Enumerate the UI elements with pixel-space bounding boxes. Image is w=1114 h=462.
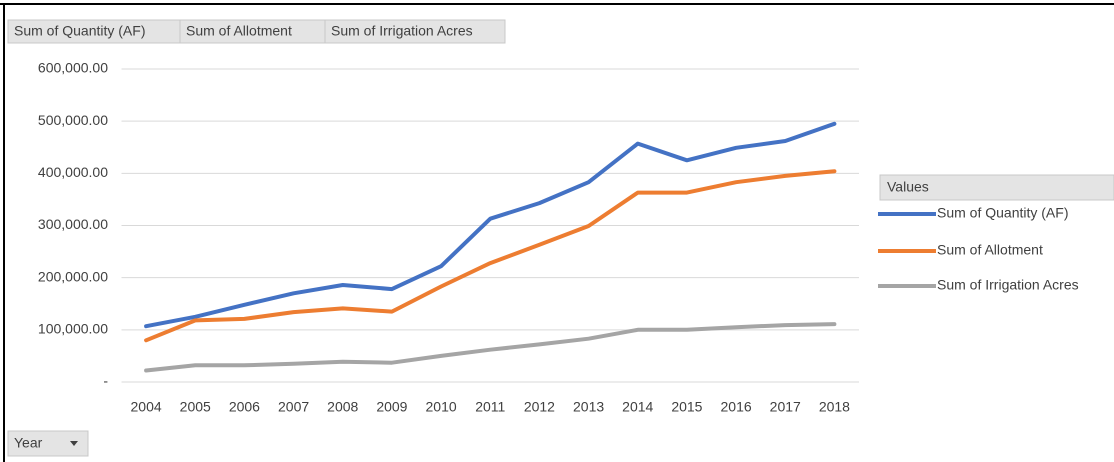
legend-label: Sum of Allotment [937,242,1043,258]
y-tick-label: 400,000.00 [38,164,108,180]
legend-label: Sum of Irrigation Acres [937,277,1079,293]
x-tick-label: 2010 [426,399,457,415]
series-line [144,169,837,343]
x-tick-label: 2011 [475,399,505,415]
x-tick-label: 2005 [180,399,211,415]
x-tick-label: 2004 [131,399,162,415]
x-tick-label: 2018 [819,399,850,415]
x-tick-label: 2007 [278,399,309,415]
field-button-label: Sum of Irrigation Acres [331,23,473,39]
x-tick-label: 2014 [622,399,653,415]
field-button-label: Sum of Allotment [186,23,292,39]
y-tick-label: 500,000.00 [38,112,108,128]
x-tick-label: 2016 [721,399,752,415]
y-tick-label: 300,000.00 [38,216,108,232]
x-tick-label: 2015 [671,399,702,415]
series-line [144,121,837,329]
y-tick-label: - [103,373,108,389]
x-tick-label: 2013 [573,399,604,415]
field-button-label: Sum of Quantity (AF) [14,23,145,39]
y-tick-label: 200,000.00 [38,268,108,284]
legend-title-bg [879,174,1114,201]
x-tick-label: 2006 [229,399,260,415]
y-tick-label: 100,000.00 [38,321,108,337]
legend-title: Values [887,179,929,195]
field-button[interactable] [324,19,506,44]
dropdown-arrow [70,441,78,446]
row-field-button[interactable]: Year [7,430,89,457]
legend-label: Sum of Quantity (AF) [937,205,1068,221]
x-tick-label: 2017 [770,399,801,415]
series-line [144,322,837,373]
x-tick-label: 2009 [376,399,407,415]
row-field-label: Year [14,435,43,451]
x-tick-label: 2012 [524,399,555,415]
y-tick-label: 600,000.00 [38,60,108,76]
x-tick-label: 2008 [327,399,358,415]
